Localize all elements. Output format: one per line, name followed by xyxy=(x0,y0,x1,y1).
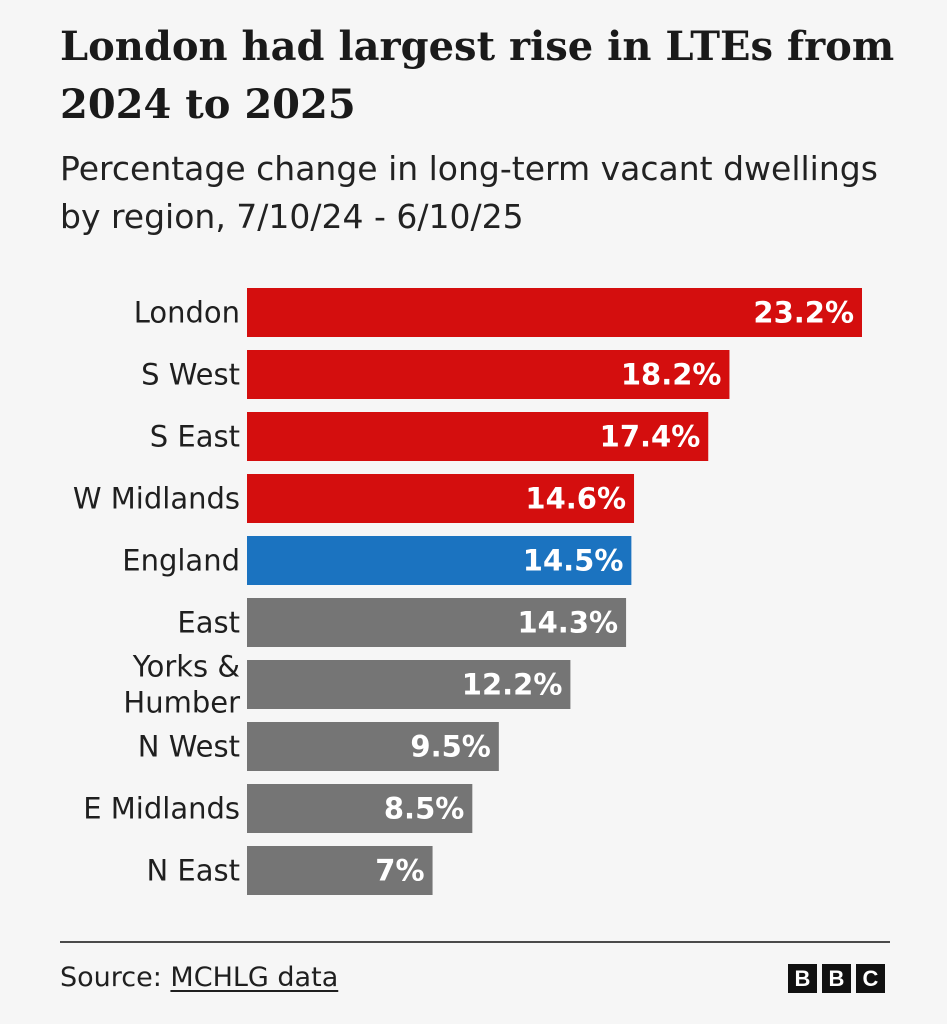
value-label-2: 17.4% xyxy=(600,420,701,454)
bar-3 xyxy=(247,474,635,523)
value-label-3: 14.6% xyxy=(525,482,626,516)
category-label-8: E Midlands xyxy=(83,792,240,826)
value-label-7: 9.5% xyxy=(410,730,490,764)
chart-subtitle: Percentage change in long-term vacant dw… xyxy=(60,149,878,236)
category-label-2: S East xyxy=(150,420,240,454)
bar-7 xyxy=(247,722,499,771)
chart-title: London had largest rise in LTEs from 202… xyxy=(60,23,895,128)
value-label-1: 18.2% xyxy=(621,358,722,392)
category-label-1: S West xyxy=(141,358,240,392)
bar-6 xyxy=(247,660,571,709)
logo-letter-b2: B xyxy=(822,964,851,993)
bar-5 xyxy=(247,598,627,647)
bar-2 xyxy=(247,412,709,461)
source-note: Source: MCHLG data xyxy=(60,962,338,993)
logo-letter-b1: B xyxy=(788,964,817,993)
bar-4 xyxy=(247,536,632,585)
logo-letter-c: C xyxy=(856,964,885,993)
value-label-0: 23.2% xyxy=(753,296,854,330)
value-label-4: 14.5% xyxy=(523,544,624,578)
category-label-0: London xyxy=(134,296,240,330)
category-label-9: N East xyxy=(147,854,241,888)
bar-9 xyxy=(247,846,433,895)
category-label-5: East xyxy=(177,606,240,640)
value-label-8: 8.5% xyxy=(384,792,464,826)
value-label-9: 7% xyxy=(375,854,424,888)
bar-8 xyxy=(247,784,473,833)
category-label-4: England xyxy=(122,544,240,578)
source-link[interactable]: MCHLG data xyxy=(170,962,339,993)
bar-chart: 23.2% London 18.2% S West 17.4% S East 14.6% W … xyxy=(73,288,862,895)
bar-1 xyxy=(247,350,730,399)
value-label-5: 14.3% xyxy=(517,606,618,640)
category-label-7: N West xyxy=(138,730,240,764)
category-label-3: W Midlands xyxy=(73,482,240,516)
bar-0 xyxy=(247,288,862,337)
category-label-6: Yorks & Humber xyxy=(123,650,240,720)
bbc-logo: B B C xyxy=(788,964,885,993)
source-prefix: Source: xyxy=(60,962,171,993)
value-label-6: 12.2% xyxy=(462,668,563,702)
footer-divider xyxy=(60,941,890,943)
